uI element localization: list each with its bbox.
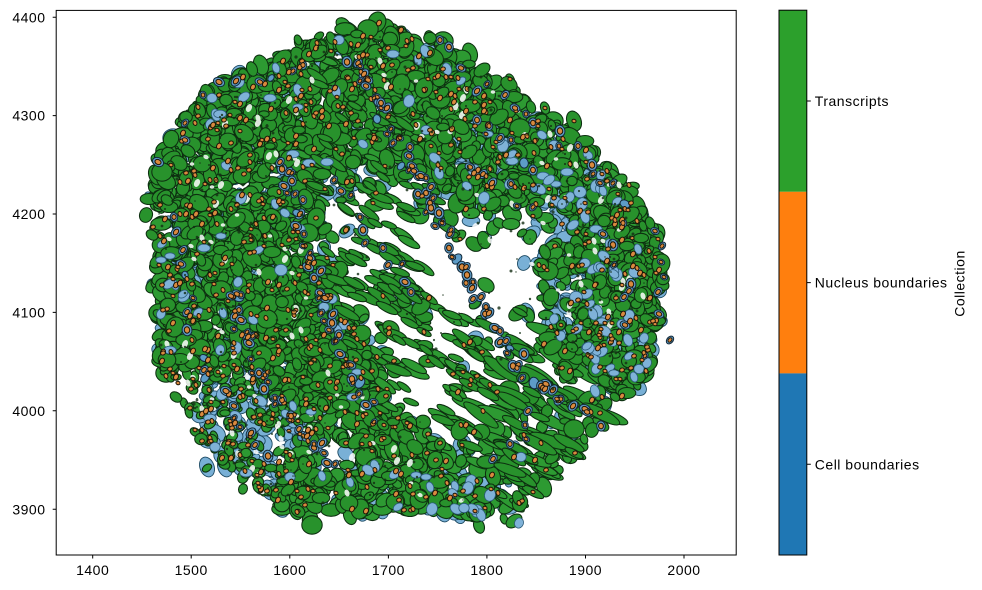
svg-text:4400: 4400 [12,9,45,25]
svg-text:4100: 4100 [12,305,45,321]
svg-text:Cell boundaries: Cell boundaries [815,456,920,472]
svg-text:2000: 2000 [667,562,700,578]
svg-text:1900: 1900 [569,562,602,578]
svg-text:Nucleus boundaries: Nucleus boundaries [815,275,948,291]
svg-text:4000: 4000 [12,403,45,419]
svg-text:1500: 1500 [175,562,208,578]
svg-text:Collection: Collection [952,250,968,316]
svg-text:4300: 4300 [12,108,45,124]
svg-text:1400: 1400 [76,562,109,578]
svg-text:4200: 4200 [12,206,45,222]
svg-text:3900: 3900 [12,501,45,517]
svg-text:1800: 1800 [470,562,503,578]
svg-text:1600: 1600 [273,562,306,578]
svg-text:Transcripts: Transcripts [815,93,889,109]
svg-text:1700: 1700 [372,562,405,578]
